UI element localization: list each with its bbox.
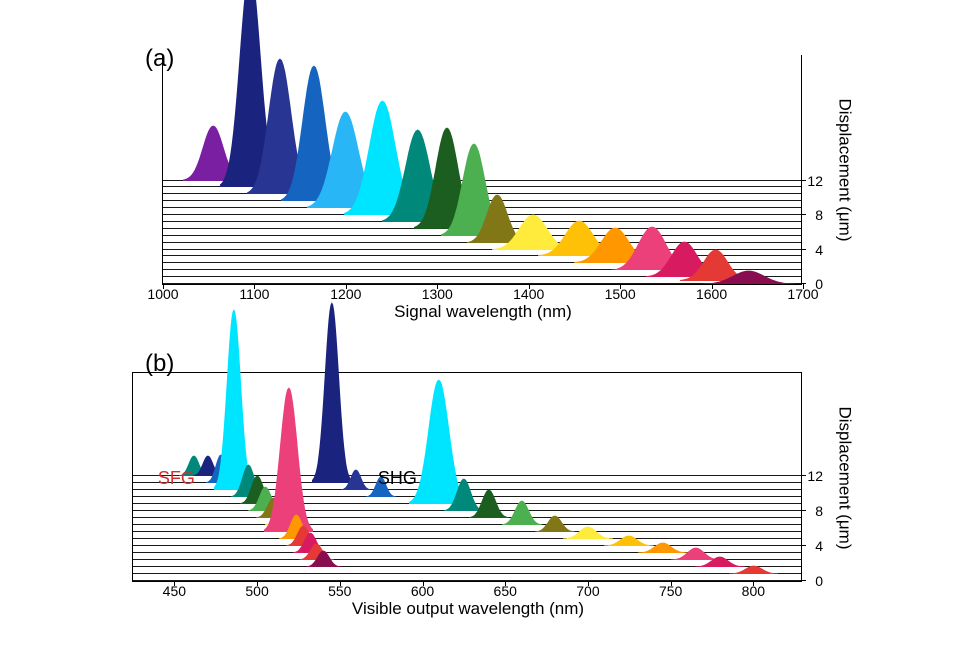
x-tick-label: 1200: [330, 286, 361, 302]
spectral-peak: [306, 549, 341, 567]
stack-baseline: [133, 531, 801, 532]
x-tick-label: 1300: [422, 286, 453, 302]
x-tick-label: 1100: [239, 286, 269, 302]
y-tick-mark: [801, 283, 806, 284]
y-tick-label: 12: [807, 468, 823, 484]
y-tick-mark: [801, 545, 806, 546]
x-tick-label: 1400: [513, 286, 544, 302]
x-tick-label: 1700: [787, 286, 818, 302]
x-tick-label: 500: [245, 583, 268, 599]
x-tick-label: 450: [163, 583, 186, 599]
x-axis-label: Signal wavelength (nm): [394, 302, 572, 322]
y-tick-label: 4: [815, 538, 823, 554]
x-tick-label: 1500: [605, 286, 636, 302]
y-tick-mark: [801, 214, 806, 215]
stack-baseline: [133, 517, 801, 518]
x-tick-label: 550: [328, 583, 351, 599]
y-tick-label: 0: [815, 276, 823, 292]
y-tick-label: 0: [815, 573, 823, 589]
y-axis-label: Displacement (μm): [835, 99, 855, 242]
y-tick-mark: [801, 475, 806, 476]
x-tick-label: 650: [494, 583, 517, 599]
y-tick-label: 12: [807, 173, 823, 189]
spectral-peak: [729, 564, 779, 574]
x-axis-label: Visible output wavelength (nm): [352, 599, 584, 619]
stack-baseline: [133, 580, 801, 581]
x-tick-label: 1000: [147, 286, 178, 302]
plot-area-b: 450500550600650700750800Visible output w…: [132, 372, 802, 582]
y-axis-label: Displacement (μm): [835, 407, 855, 550]
y-tick-label: 8: [815, 503, 823, 519]
spectral-peak: [264, 386, 314, 532]
stack-baseline: [133, 538, 801, 539]
plot-area-a: 10001100120013001400150016001700Signal w…: [162, 55, 802, 285]
y-tick-label: 8: [815, 207, 823, 223]
x-tick-label: 750: [659, 583, 682, 599]
y-tick-label: 4: [815, 242, 823, 258]
x-tick-label: 600: [411, 583, 434, 599]
x-tick-label: 800: [742, 583, 765, 599]
annotation-sfg: SFG: [158, 468, 195, 489]
stack-baseline: [133, 573, 801, 574]
y-tick-mark: [801, 180, 806, 181]
panel-b: (b) 450500550600650700750800Visible outp…: [100, 350, 880, 630]
stack-baseline: [133, 524, 801, 525]
y-tick-mark: [801, 249, 806, 250]
spectral-peak: [702, 269, 795, 284]
panel-a: (a) 10001100120013001400150016001700Sign…: [100, 35, 880, 325]
y-tick-mark: [801, 510, 806, 511]
x-tick-label: 700: [576, 583, 599, 599]
annotation-shg: SHG: [378, 468, 417, 489]
y-tick-mark: [801, 580, 806, 581]
x-tick-label: 1600: [696, 286, 727, 302]
spectral-peak: [312, 301, 352, 483]
